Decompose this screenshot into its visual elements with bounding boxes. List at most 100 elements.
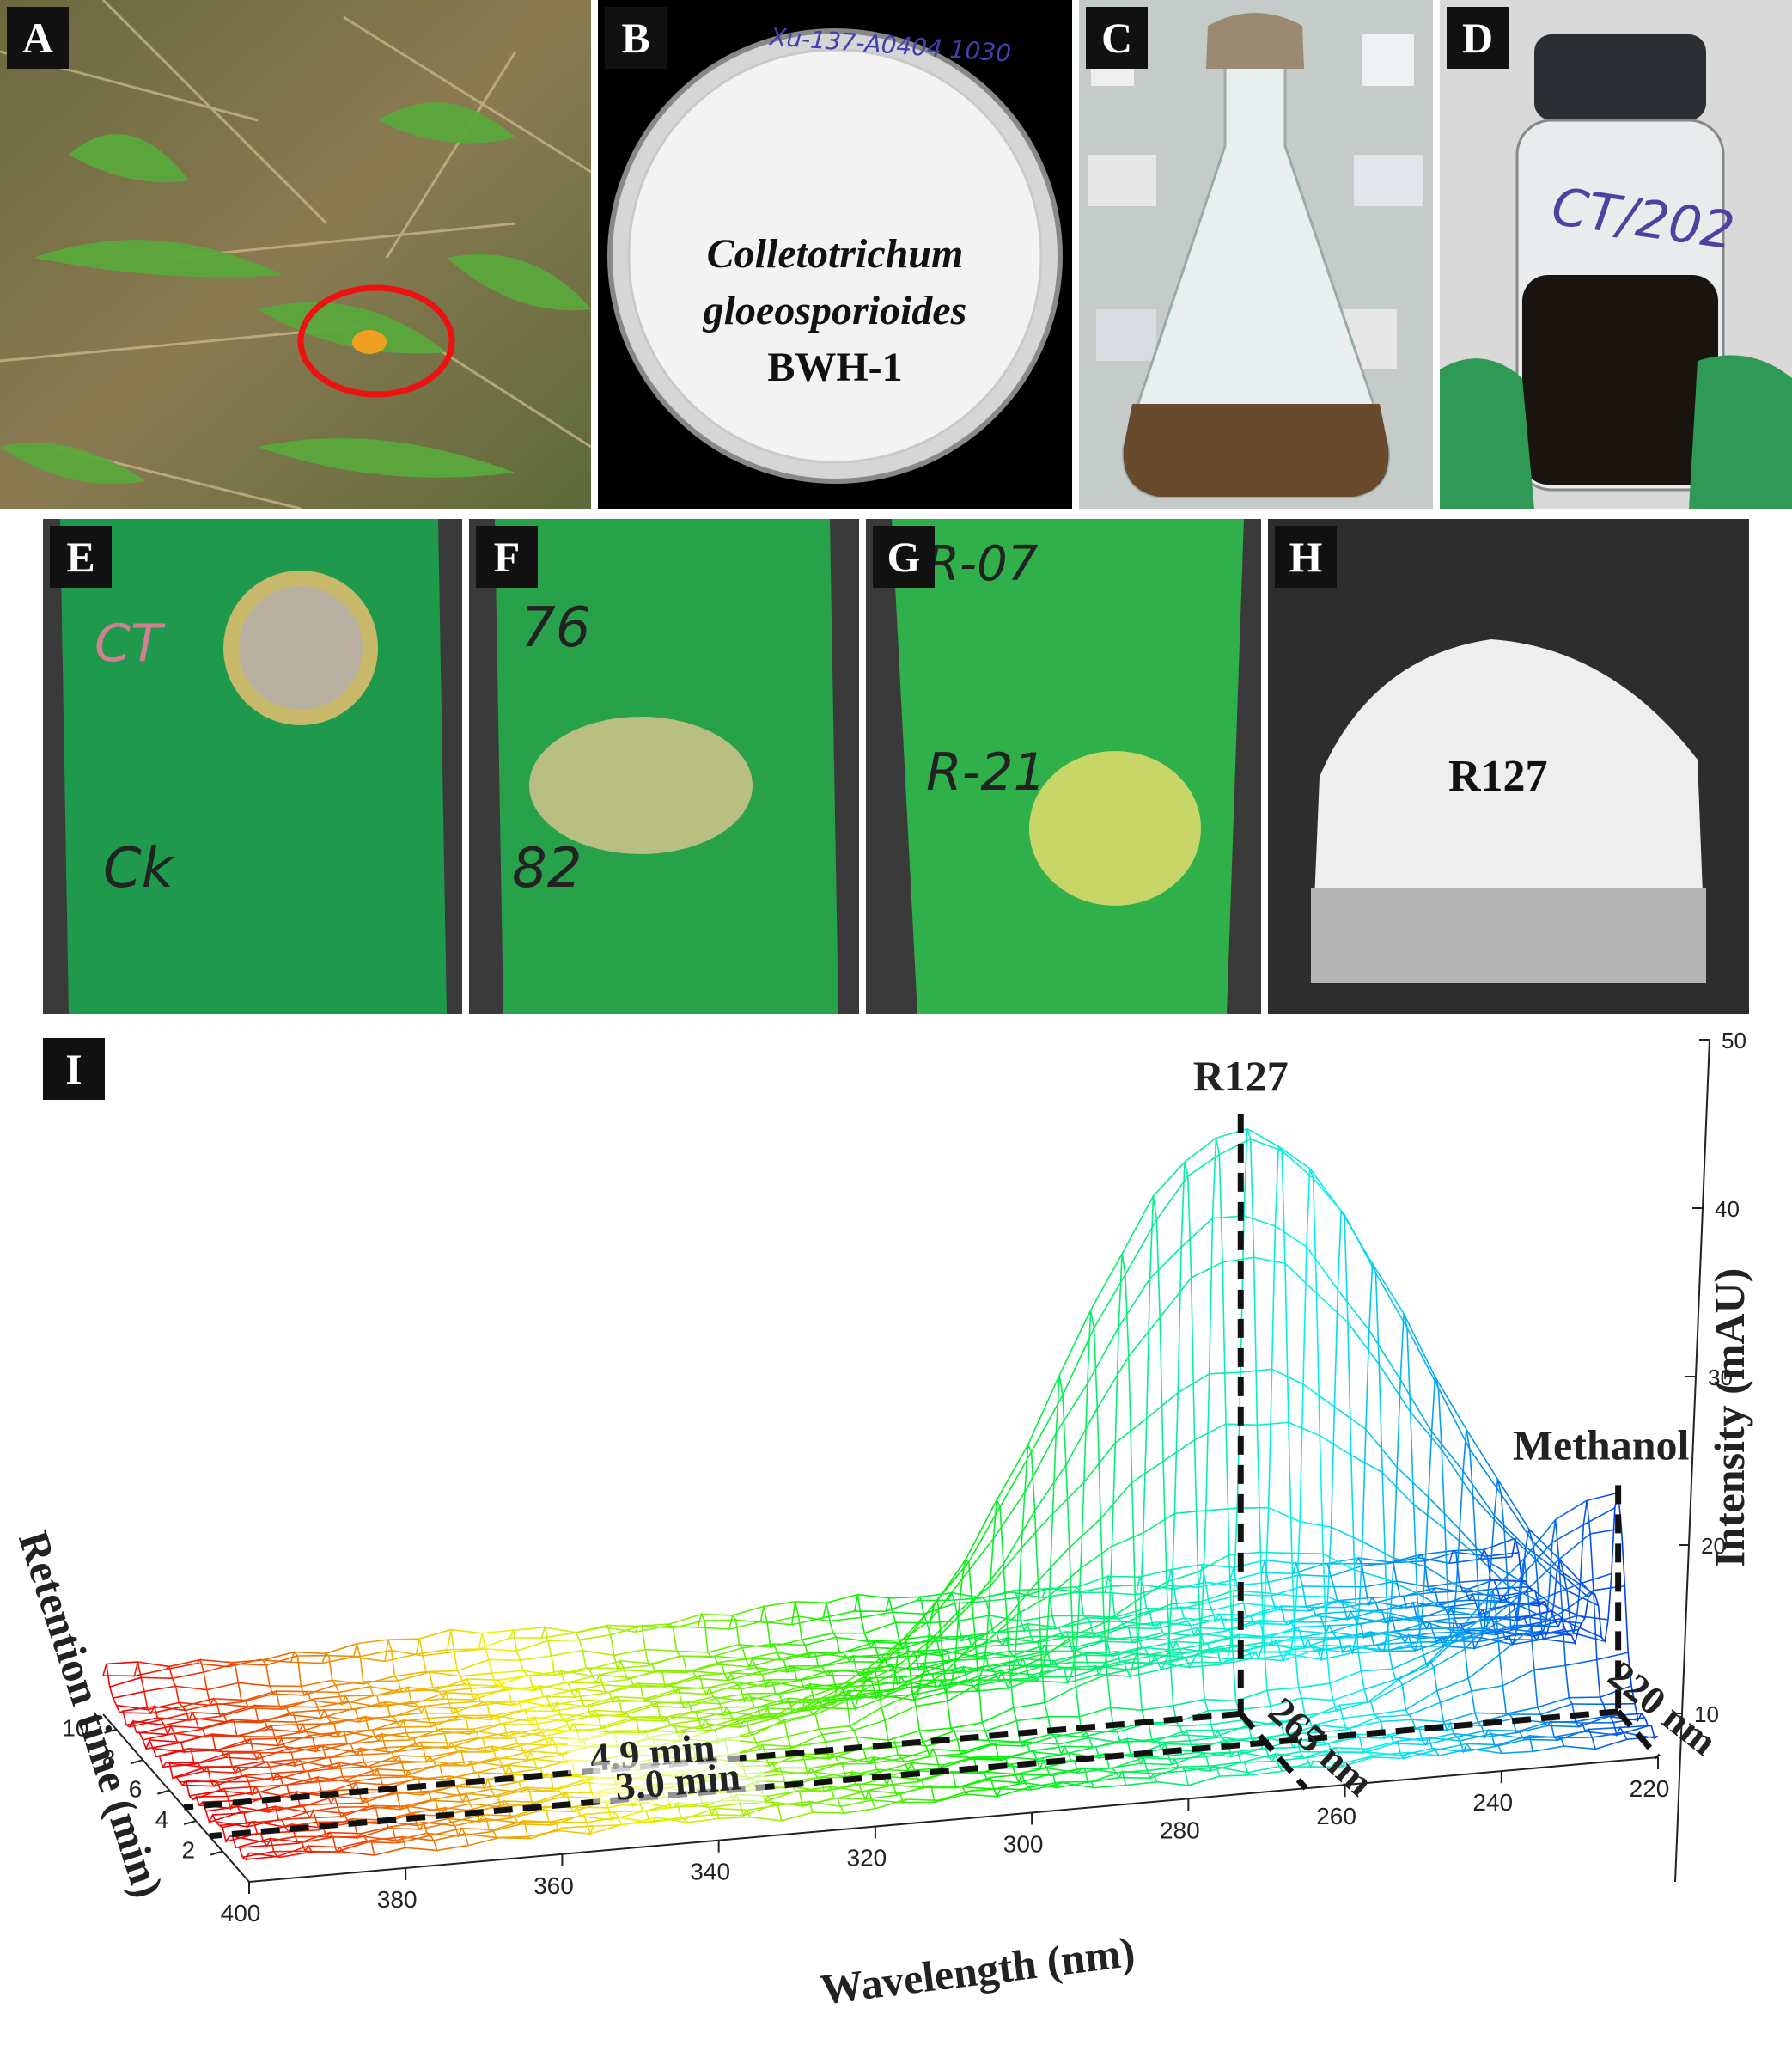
mesh-line xyxy=(1560,1737,1593,1739)
mesh-line xyxy=(794,1741,826,1748)
mesh-line xyxy=(1362,1541,1394,1560)
mesh-line xyxy=(771,1682,804,1688)
x-tick-label: 320 xyxy=(847,1845,887,1872)
mesh-line xyxy=(280,1851,313,1859)
mesh-line xyxy=(1301,1631,1333,1638)
mesh-line xyxy=(414,1691,447,1704)
mesh-line xyxy=(301,1679,332,1688)
mesh-line xyxy=(1110,1707,1143,1711)
mesh-line xyxy=(488,1658,521,1661)
mesh-line xyxy=(984,1771,1015,1775)
mesh-line xyxy=(1015,1767,1047,1775)
mesh-line xyxy=(1496,1478,1530,1530)
mesh-line xyxy=(466,1792,498,1798)
mesh-line xyxy=(1527,1625,1559,1627)
mesh-line xyxy=(1467,1653,1501,1679)
mesh-line xyxy=(869,1790,900,1794)
mesh-line xyxy=(238,1682,270,1687)
y-tick xyxy=(104,1728,117,1734)
mesh-line xyxy=(1017,1587,1050,1599)
mesh-line xyxy=(1306,1246,1338,1291)
mesh-line xyxy=(546,1688,578,1697)
mesh-line xyxy=(180,1733,213,1743)
mesh-line xyxy=(1175,1640,1208,1645)
mesh-line xyxy=(262,1651,295,1661)
z-tick-label: 50 xyxy=(1722,1028,1746,1053)
y-tick xyxy=(183,1820,197,1826)
mesh-line xyxy=(889,1679,922,1691)
mesh-line xyxy=(718,1816,751,1820)
mesh-line xyxy=(781,1811,814,1822)
mesh-line xyxy=(1368,1595,1400,1606)
y-tick xyxy=(131,1759,143,1765)
mesh-line xyxy=(197,1663,229,1668)
mesh-line xyxy=(1139,1603,1172,1617)
mesh-line xyxy=(455,1703,488,1710)
mesh-line xyxy=(1344,1754,1377,1764)
mesh-line xyxy=(1052,1767,1085,1777)
mesh-line xyxy=(1013,1701,1045,1709)
mesh-line xyxy=(687,1817,719,1823)
mesh-line xyxy=(732,1605,765,1616)
mesh-line xyxy=(835,1756,868,1762)
panel-label-a: A xyxy=(7,7,69,69)
mesh-line xyxy=(504,1800,536,1804)
mesh-line xyxy=(141,1676,173,1679)
mesh-line xyxy=(684,1807,716,1820)
mesh-line xyxy=(1142,1705,1173,1711)
mesh-line xyxy=(429,1671,461,1677)
mesh-line xyxy=(558,1668,590,1676)
mesh-line xyxy=(1180,1218,1214,1248)
mesh-line xyxy=(1203,1751,1234,1755)
mesh-line xyxy=(1085,1651,1118,1655)
mesh-line xyxy=(332,1835,365,1838)
mesh-line xyxy=(647,1688,680,1700)
mesh-line xyxy=(154,1706,186,1712)
mesh-line xyxy=(624,1669,655,1673)
mesh-line xyxy=(1205,1507,1238,1511)
mesh-line xyxy=(728,1613,876,1810)
mesh-line xyxy=(708,1803,741,1809)
mesh-line xyxy=(778,1683,811,1695)
mesh-line xyxy=(777,1800,810,1806)
mesh-line xyxy=(875,1798,907,1810)
mesh-line xyxy=(1059,1780,1092,1783)
mesh-line xyxy=(909,1651,941,1657)
mesh-line xyxy=(1393,1743,1426,1746)
mesh-line xyxy=(274,1731,307,1738)
mesh-line xyxy=(1022,1736,1055,1747)
mesh-line xyxy=(1058,1737,1090,1745)
mesh-line xyxy=(1197,1627,1229,1630)
mesh-line xyxy=(328,1654,361,1658)
mesh-line xyxy=(1390,1612,1423,1622)
mesh-line xyxy=(1372,1595,1404,1599)
mesh-line xyxy=(1135,1138,1283,1772)
mesh-line xyxy=(355,1701,387,1711)
mesh-line xyxy=(1058,1621,1091,1628)
mesh-line xyxy=(805,1636,837,1646)
mesh-line xyxy=(1420,1640,1452,1644)
mesh-line xyxy=(857,1593,890,1599)
mesh-line xyxy=(532,1796,564,1805)
stem-g-mark-top: R-07 xyxy=(926,536,1039,592)
mesh-line xyxy=(1098,1673,1131,1677)
mesh-line xyxy=(1555,1499,1588,1521)
mesh-line xyxy=(889,1775,922,1780)
mesh-line xyxy=(999,1451,1033,1507)
mesh-line xyxy=(747,1804,778,1811)
mesh-line xyxy=(1270,1697,1302,1707)
mesh-line xyxy=(1064,1745,1096,1748)
mesh-line xyxy=(1303,1747,1336,1759)
mesh-line xyxy=(237,1805,269,1813)
mesh-line xyxy=(677,1802,710,1809)
mesh-line xyxy=(940,1602,973,1635)
mesh-line xyxy=(454,1745,486,1752)
mesh-line xyxy=(1339,1701,1372,1707)
mesh-line xyxy=(983,1590,1015,1599)
mesh-line xyxy=(1307,1637,1340,1641)
mesh-line xyxy=(361,1825,393,1835)
mesh-line xyxy=(802,1632,833,1640)
mesh-line xyxy=(1469,1449,1502,1495)
mesh-line xyxy=(892,1611,924,1615)
